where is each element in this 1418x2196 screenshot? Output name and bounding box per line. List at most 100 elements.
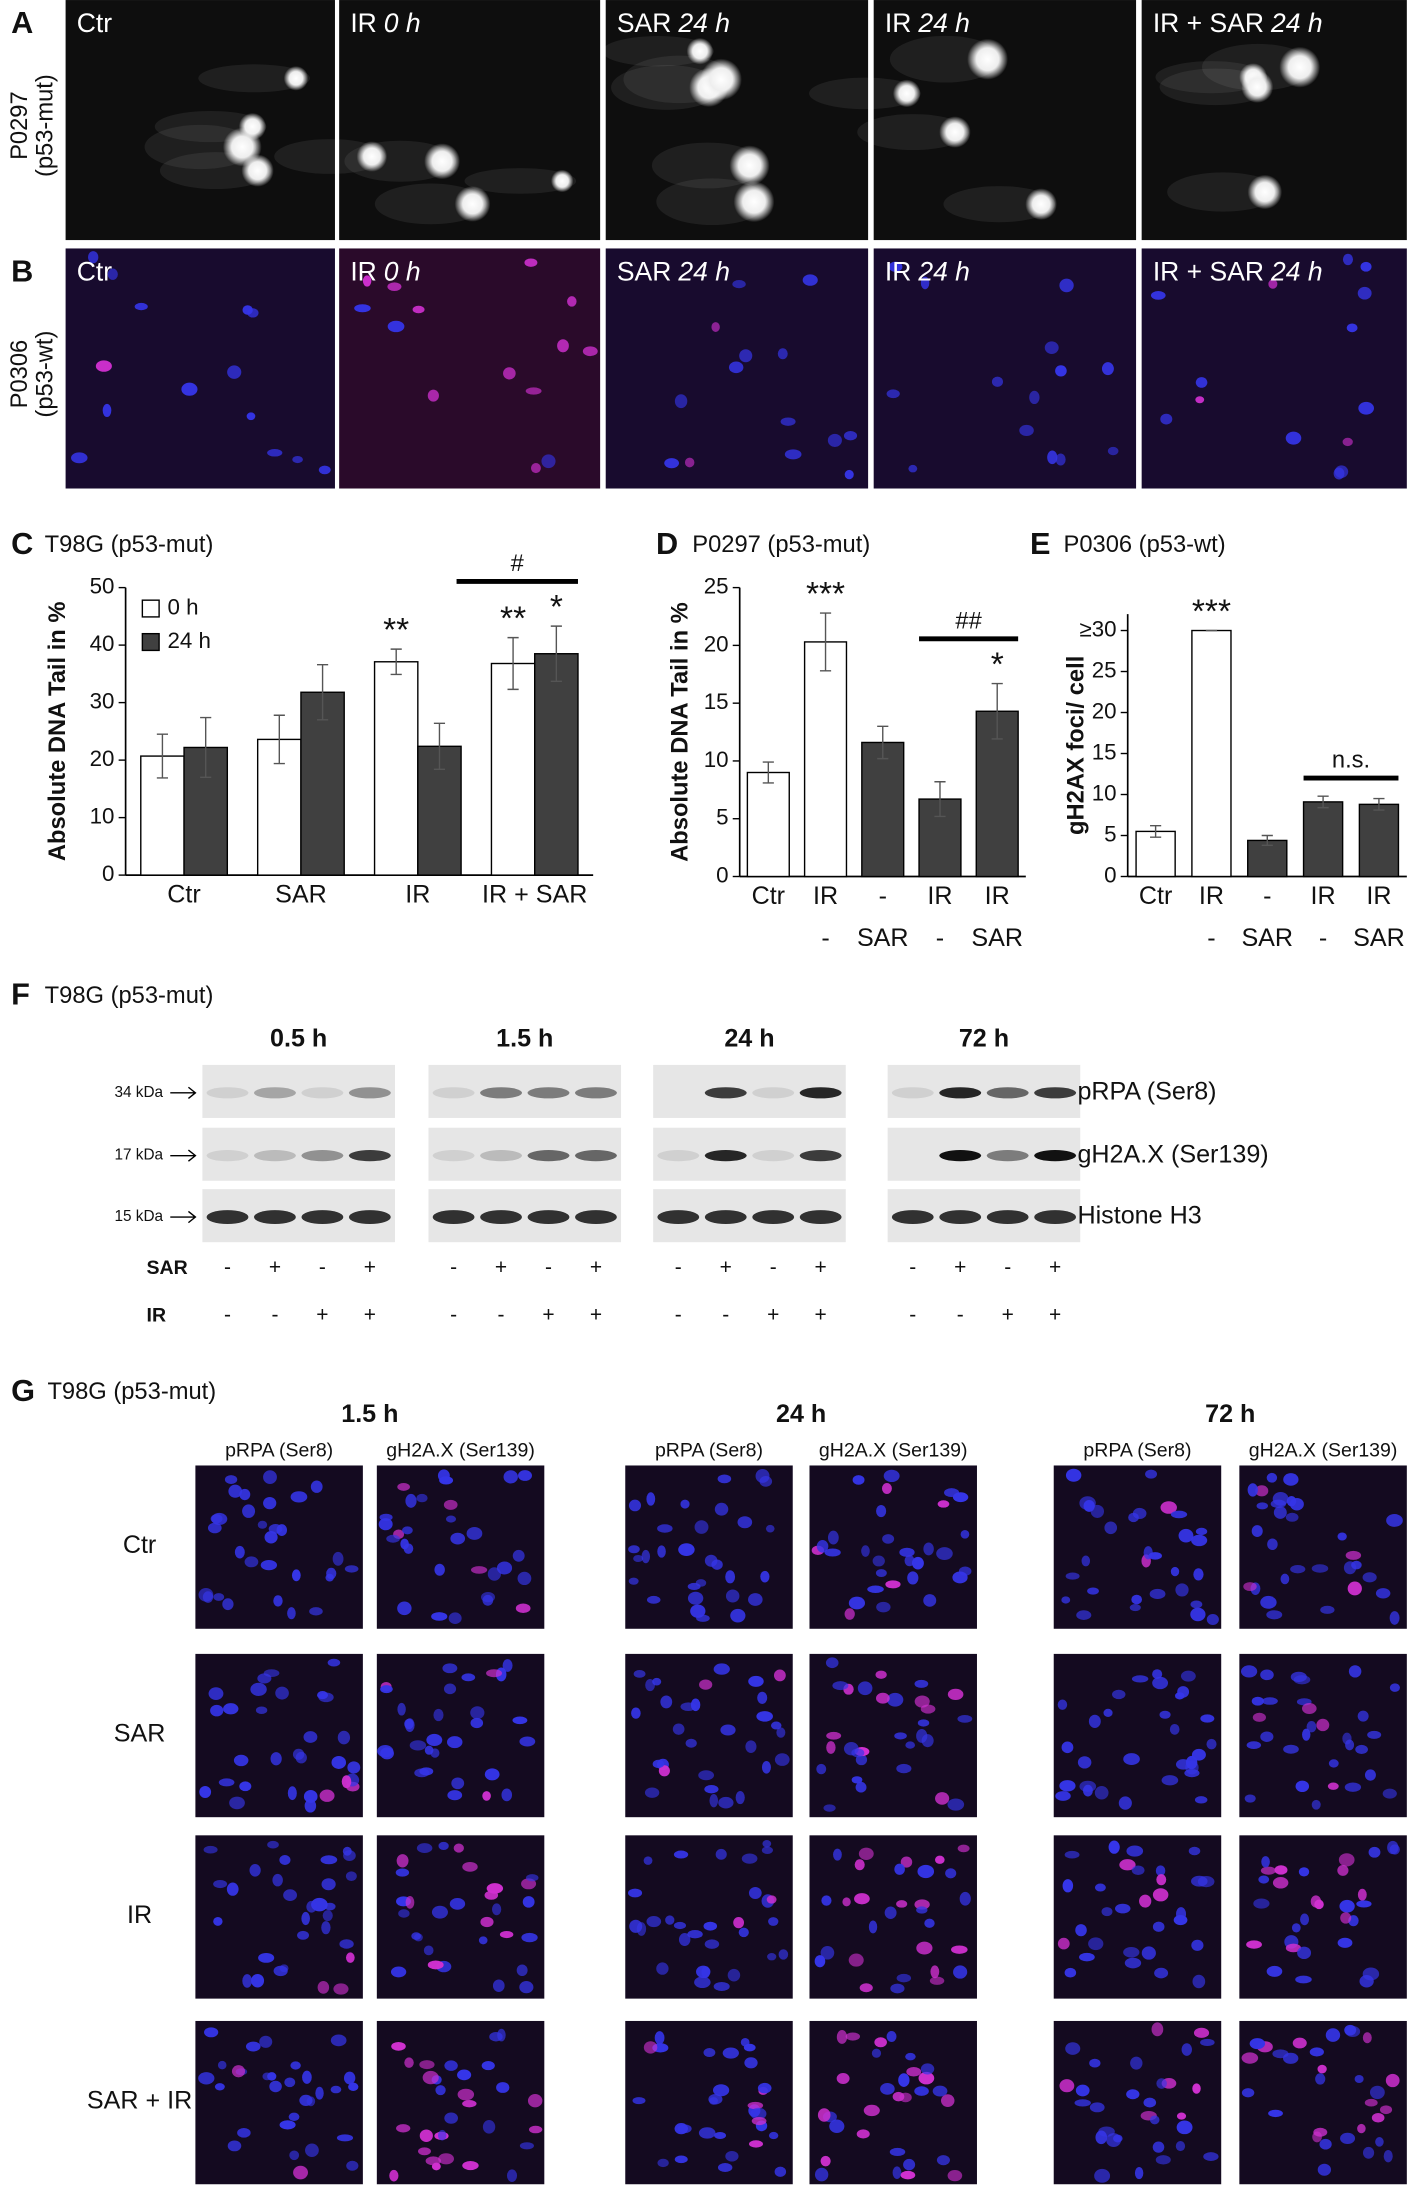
nucleus <box>1155 1865 1166 1877</box>
nucleus <box>1134 2166 1144 2180</box>
nucleus <box>833 1848 842 1861</box>
comet-head <box>700 58 742 101</box>
condition-label: SAR <box>114 1719 166 1747</box>
bar <box>1247 839 1288 878</box>
nucleus <box>628 1499 642 1512</box>
image-background <box>873 248 1137 489</box>
band <box>480 1210 522 1225</box>
nucleus <box>832 1681 849 1691</box>
protein-label: pRPA (Ser8) <box>1077 1077 1216 1105</box>
nucleus <box>1344 2024 1357 2036</box>
time: 24 h <box>1270 257 1323 287</box>
y-tick-label: 10 <box>704 747 729 772</box>
nucleus <box>1156 2078 1167 2089</box>
nucleus <box>267 1840 279 1849</box>
nucleus <box>876 1692 890 1704</box>
nucleus <box>250 1682 267 1696</box>
nucleus <box>628 1888 643 1898</box>
nucleus <box>882 1534 895 1544</box>
nucleus <box>297 1930 310 1940</box>
nucleus <box>709 1793 719 1808</box>
nucleus <box>1065 1572 1080 1580</box>
nucleus <box>424 1745 434 1755</box>
nucleus <box>745 1740 757 1753</box>
nucleus <box>1059 2079 1075 2093</box>
nucleus <box>941 2094 955 2108</box>
nucleus <box>442 1663 458 1674</box>
nucleus <box>704 1784 719 1794</box>
comet-head <box>1247 174 1283 210</box>
error-bar <box>550 625 562 683</box>
nucleus <box>899 2092 912 2103</box>
comet-head <box>454 186 491 222</box>
nucleus <box>213 1916 223 1926</box>
nucleus <box>678 1933 691 1946</box>
nucleus <box>249 1863 261 1877</box>
nucleus <box>1256 1502 1268 1510</box>
micrograph <box>1239 2020 1407 2185</box>
nucleus <box>506 2169 518 2183</box>
nucleus <box>1357 286 1372 300</box>
nucleus <box>1190 1600 1203 1609</box>
treatment-sign: - <box>545 1256 552 1279</box>
nucleus <box>1293 1675 1311 1685</box>
x-tick-label: IR <box>927 882 952 910</box>
nucleus <box>1094 2168 1111 2183</box>
nucleus <box>237 2128 251 2138</box>
comet-head <box>729 145 770 186</box>
band <box>575 1150 617 1162</box>
comparison-label: ## <box>955 608 982 634</box>
comet-head <box>1241 70 1274 103</box>
nucleus <box>1246 1940 1262 1949</box>
x-tick-label: IR <box>813 882 838 910</box>
comet-head <box>939 116 971 148</box>
nucleus <box>1317 2064 1327 2074</box>
error-bar <box>507 636 519 691</box>
band <box>986 1150 1029 1162</box>
nucleus <box>953 1965 968 1979</box>
nucleus <box>503 1470 518 1484</box>
nucleus <box>345 1952 355 1963</box>
nucleus <box>923 1542 934 1556</box>
nucleus <box>1241 2052 1259 2064</box>
significance-label: *** <box>806 576 845 613</box>
nucleus <box>875 1569 887 1577</box>
nucleus <box>1075 2084 1090 2097</box>
nucleus <box>678 1543 695 1556</box>
blot <box>653 1189 846 1243</box>
nucleus <box>1075 1924 1087 1937</box>
nucleus <box>762 1840 772 1848</box>
nucleus <box>714 2131 727 2139</box>
nucleus <box>1126 1845 1144 1857</box>
nucleus <box>728 361 744 374</box>
nucleus <box>257 1520 268 1529</box>
nucleus <box>892 2166 902 2180</box>
nucleus <box>896 1763 912 1774</box>
nucleus <box>843 430 858 441</box>
treatment-sign: - <box>319 1256 326 1279</box>
nucleus <box>444 2112 458 2124</box>
nucleus <box>957 1844 970 1853</box>
nucleus <box>730 1608 746 1623</box>
time: 24 h <box>917 257 970 287</box>
nucleus <box>1193 1568 1204 1581</box>
nucleus <box>1311 1799 1321 1810</box>
y-tick-label: 10 <box>90 804 115 829</box>
nucleus <box>780 417 796 426</box>
nucleus <box>708 2093 723 2105</box>
nucleus <box>777 348 788 360</box>
nucleus <box>727 1968 741 1982</box>
band <box>348 1150 391 1162</box>
nucleus <box>1129 1604 1141 1612</box>
legend-label: 24 h <box>167 628 210 653</box>
nucleus <box>1087 1587 1099 1595</box>
nucleus <box>917 1864 935 1879</box>
nucleus <box>348 2082 359 2091</box>
nucleus <box>1170 1510 1188 1519</box>
micrograph <box>809 2020 977 2185</box>
micrograph <box>873 248 1137 489</box>
nucleus <box>1337 1937 1353 1948</box>
nucleus <box>911 1556 924 1570</box>
nucleus <box>888 261 903 272</box>
y-tick-label: 15 <box>1092 739 1117 764</box>
